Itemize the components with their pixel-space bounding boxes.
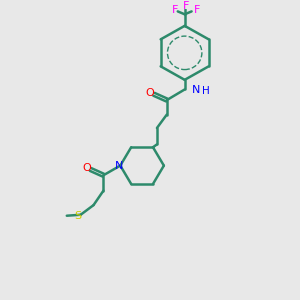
Text: S: S (74, 211, 81, 221)
Text: H: H (202, 86, 209, 96)
Text: N: N (115, 160, 124, 171)
Text: F: F (182, 1, 189, 10)
Text: F: F (172, 5, 178, 15)
Text: N: N (192, 85, 200, 95)
Text: O: O (146, 88, 154, 98)
Text: F: F (194, 5, 200, 15)
Text: O: O (82, 164, 91, 173)
